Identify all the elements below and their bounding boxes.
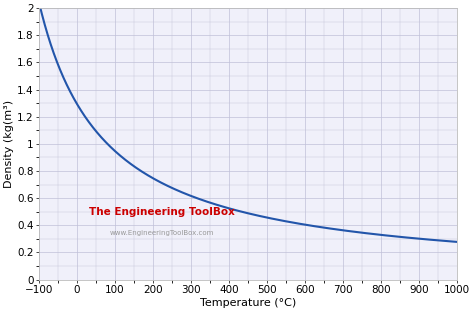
Text: www.EngineeringToolBox.com: www.EngineeringToolBox.com — [110, 230, 215, 236]
Y-axis label: Density (kg(m³): Density (kg(m³) — [4, 100, 14, 188]
Text: The Engineering ToolBox: The Engineering ToolBox — [89, 207, 235, 217]
X-axis label: Temperature (°C): Temperature (°C) — [200, 298, 296, 308]
